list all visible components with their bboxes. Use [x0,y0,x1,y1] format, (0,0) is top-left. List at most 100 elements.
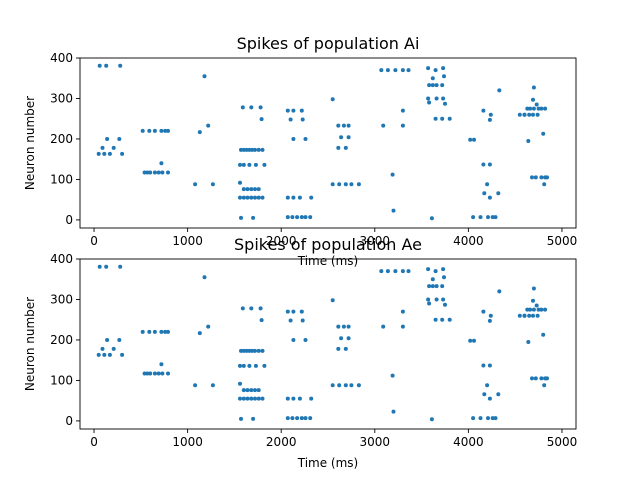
x-axis-ticks: 0 1000 2000 3000 4000 5000 [90,429,577,449]
y-tick-label: 100 [50,172,73,186]
spike-point [303,215,308,220]
spike-point [426,297,431,302]
spike-point [533,376,538,381]
panel-spikes-ae: Spikes of population Ae 0 1000 2000 3000 400… [23,235,577,470]
spike-point [259,318,264,323]
spike-point [291,309,296,314]
spike-point [471,416,476,421]
spike-point [291,338,296,342]
spike-point [486,416,490,421]
x-tick-label: 4000 [453,234,484,248]
spike-point [245,396,250,401]
y-tick-label: 300 [50,91,73,105]
x-tick-label: 1000 [172,234,203,248]
chart-title: Spikes of population Ai [237,34,420,53]
spike-point [249,187,254,192]
spike-point [297,396,302,401]
spike-point [393,269,398,274]
spike-point [166,371,170,376]
spike-point [391,208,396,213]
spike-point [481,309,486,314]
spike-point [147,329,152,334]
spike-point [433,317,438,322]
spike-point [337,182,342,187]
spike-point [430,284,435,289]
spike-point [440,83,445,88]
spike-point [343,383,348,388]
spike-point [349,383,354,388]
spike-point [531,112,535,117]
spike-point [468,338,473,343]
spike-point [526,139,531,143]
spike-point [253,187,257,192]
spike-point [487,318,492,323]
spike-point [539,376,544,381]
spike-point [152,329,157,334]
spike-point [166,170,170,175]
spike-point [247,348,252,353]
spike-point [97,264,102,269]
spike-point [356,182,361,187]
spike-point [530,175,534,180]
spike-point [343,145,348,150]
spike-point [441,297,446,302]
spike-point [337,383,342,388]
spike-point [251,416,256,421]
y-tick-label: 100 [50,373,73,387]
spike-point [96,151,101,156]
spike-point [102,352,107,357]
spike-point [97,63,102,68]
spike-point [159,161,164,166]
spike-point [241,363,246,368]
y-tick-label: 200 [50,132,73,146]
spike-point [107,352,112,357]
spike-point [258,105,263,110]
y-tick-label: 0 [65,213,73,227]
spike-point [400,269,405,274]
spike-point [142,371,147,376]
y-tick-label: 400 [50,51,73,65]
spike-point [300,318,305,323]
spike-point [481,162,486,167]
spike-point [336,145,341,150]
spike-point [239,348,243,353]
y-axis-ticks: 0 100 200 300 400 [50,51,80,227]
x-axis-label: Time (ms) [297,254,359,268]
spike-point [447,116,452,121]
spike-point [525,106,530,111]
spike-point [300,117,305,122]
spike-point [426,267,431,272]
spike-point [341,324,346,329]
spike-point [343,346,348,351]
spike-point [490,416,495,421]
spike-point [440,284,445,289]
spike-point [531,307,536,312]
spike-point [430,76,435,81]
spike-point [245,187,250,192]
spike-point [539,106,544,111]
spike-point [258,306,263,311]
spike-point [251,215,256,220]
spike-point [400,123,405,128]
spike-point [349,182,354,187]
spike-point [539,307,544,312]
spike-point [104,63,109,68]
spike-point [256,187,261,192]
spike-point [159,329,164,334]
axes-frame [79,57,577,229]
spike-point [545,175,549,180]
spike-point [542,182,547,187]
spike-point [346,324,351,329]
spike-point [441,66,446,71]
spike-point [527,313,532,318]
spike-point [291,108,296,113]
spike-point [541,332,546,337]
spike-point [239,147,243,152]
spike-point [496,191,501,196]
spike-point [239,416,243,421]
y-tick-label: 400 [50,252,73,266]
spike-point [309,195,314,200]
spike-point [290,215,295,220]
spike-point [285,215,290,220]
spike-point [148,371,153,376]
